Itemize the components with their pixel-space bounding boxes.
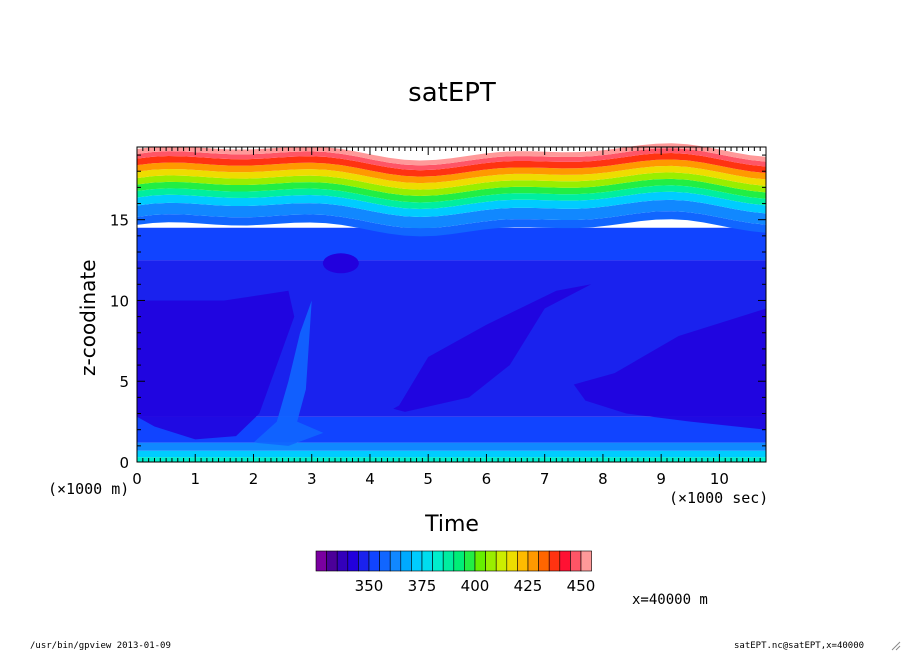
colorbar-swatch	[379, 550, 391, 572]
contour-band	[137, 165, 766, 190]
x-tick-label: 2	[249, 470, 259, 488]
colorbar-swatch	[506, 550, 518, 572]
resize-grip-icon[interactable]	[891, 641, 901, 651]
x-tick-labels: 0 1 2 3 4 5 6 7 8 9 10	[132, 470, 729, 488]
colorbar-swatch	[559, 550, 571, 572]
low-region-left-cold-pool	[137, 290, 295, 440]
axes	[136, 146, 767, 463]
colorbar-swatch	[485, 550, 497, 572]
footer-left: /usr/bin/gpview 2013-01-09	[30, 641, 171, 651]
contour-band	[137, 211, 766, 237]
contour-band	[137, 159, 766, 184]
colorbar-swatch	[358, 550, 370, 572]
y-axis-unit: (×1000 m)	[48, 480, 130, 498]
colorbar-swatch	[570, 550, 582, 572]
colorbar-swatch	[400, 550, 412, 572]
colorbar-swatch	[389, 550, 402, 572]
x-tick-label: 7	[540, 470, 550, 488]
updraft-plume	[253, 300, 324, 446]
x-tick-label: 9	[656, 470, 666, 488]
colorbar-swatch	[527, 550, 539, 572]
contour-field	[137, 143, 766, 462]
x-axis-label: Time	[425, 512, 479, 537]
colorbar-swatch	[453, 550, 465, 572]
x-tick-label: 1	[190, 470, 200, 488]
contour-band	[137, 442, 766, 451]
colorbar-swatch	[517, 550, 529, 572]
x-tick-label: 4	[365, 470, 375, 488]
x-tick-label: 3	[307, 470, 317, 488]
colorbar-swatch	[432, 550, 444, 572]
colorbar-swatch	[495, 550, 508, 572]
contour-band	[137, 191, 766, 218]
contour-band	[137, 199, 766, 229]
x-tick-label: 8	[598, 470, 608, 488]
footer-right: satEPT.nc@satEPT,x=40000	[734, 641, 865, 651]
chart-title: satEPT	[408, 78, 496, 108]
colorbar-swatch	[326, 550, 338, 572]
colorbar-swatch	[474, 550, 486, 572]
colorbar-label: 375	[408, 577, 437, 595]
y-tick-label: 5	[119, 373, 129, 391]
colorbar-swatch	[347, 550, 359, 572]
colorbar-label: 400	[461, 577, 490, 595]
bump	[322, 253, 359, 274]
y-tick-labels: 0 5 10 15	[110, 212, 129, 472]
colorbar-labels: 350 375 400 425 450	[355, 577, 596, 595]
colorbar-swatch	[368, 550, 380, 572]
y-axis-label: z-coodinate	[76, 259, 100, 376]
low-region-mid-tongue	[393, 284, 592, 412]
colorbar-swatch	[421, 550, 433, 572]
x-axis-unit: (×1000 sec)	[669, 489, 769, 507]
y-tick-label: 10	[110, 292, 129, 310]
contour-band	[137, 450, 766, 458]
y-tick-label: 0	[119, 454, 129, 472]
colorbar-swatch	[548, 550, 561, 572]
colorbar-swatch	[580, 550, 592, 572]
contour-band	[137, 148, 766, 171]
slice-annotation: x=40000 m	[632, 592, 708, 608]
x-tick-label: 0	[132, 470, 142, 488]
colorbar-swatch	[411, 550, 423, 572]
contour-band	[137, 185, 766, 209]
x-tick-label: 6	[482, 470, 492, 488]
colorbar-swatch	[315, 550, 327, 572]
y-tick-label: 15	[110, 212, 129, 230]
contour-band	[137, 260, 766, 301]
colorbar-label: 425	[514, 577, 543, 595]
colorbar-swatch	[336, 550, 349, 572]
contour-band	[137, 178, 766, 203]
colorbar-label: 450	[567, 577, 596, 595]
x-tick-label: 5	[423, 470, 433, 488]
low-region-right-cold-pool	[573, 308, 766, 430]
contour-band	[137, 172, 766, 197]
colorbar-swatch	[538, 550, 550, 572]
contour-band	[137, 152, 766, 177]
colorbar-swatch	[464, 550, 476, 572]
contour-band	[137, 227, 766, 261]
colorbar-swatch	[442, 550, 455, 572]
x-tick-label: 10	[710, 470, 729, 488]
colorbar	[315, 550, 592, 572]
colorbar-label: 350	[355, 577, 384, 595]
